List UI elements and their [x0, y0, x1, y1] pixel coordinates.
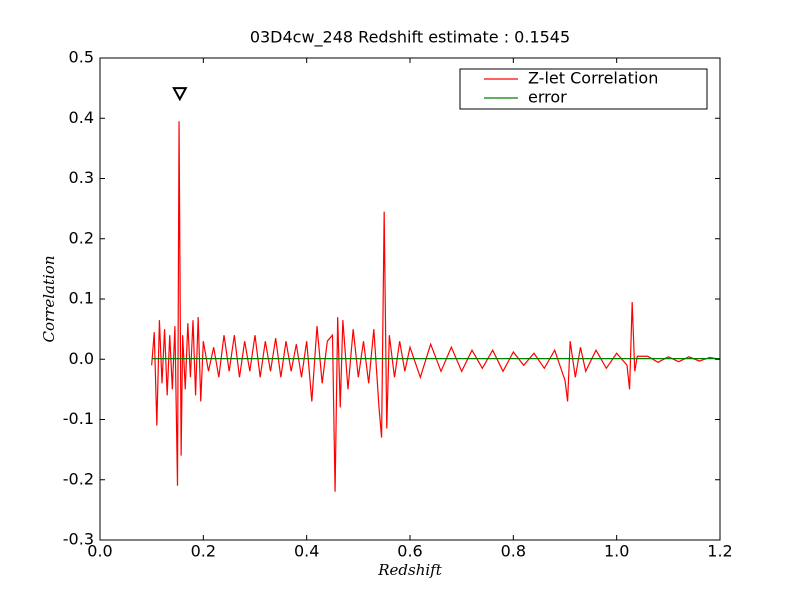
y-tick-label: -0.2 [63, 469, 94, 488]
y-tick-label: 0.3 [69, 168, 94, 187]
x-tick-label: 1.2 [707, 542, 732, 561]
x-tick-label: 0.4 [294, 542, 319, 561]
x-tick-label: 0.2 [191, 542, 216, 561]
peak-marker [172, 87, 188, 102]
x-tick-label: 0.6 [397, 542, 422, 561]
y-tick-label: 0.4 [69, 108, 94, 127]
x-tick-label: 0.8 [501, 542, 526, 561]
y-tick-label: 0.1 [69, 289, 94, 308]
x-tick-label: 0.0 [87, 542, 112, 561]
y-tick-label: -0.1 [63, 409, 94, 428]
x-tick-label: 1.0 [604, 542, 629, 561]
chart-title: 03D4cw_248 Redshift estimate : 0.1545 [250, 28, 570, 48]
y-tick-label: 0.5 [69, 48, 94, 67]
x-axis-label: Redshift [377, 561, 442, 579]
y-tick-label: -0.3 [63, 530, 94, 549]
data-line [151, 121, 721, 492]
legend-box [459, 68, 708, 110]
legend-label: error [528, 88, 567, 107]
y-axis-label: Correlation [40, 256, 58, 343]
y-tick-label: 0.0 [69, 349, 94, 368]
legend-label: Z-let Correlation [528, 69, 658, 88]
y-tick-label: 0.2 [69, 228, 94, 247]
